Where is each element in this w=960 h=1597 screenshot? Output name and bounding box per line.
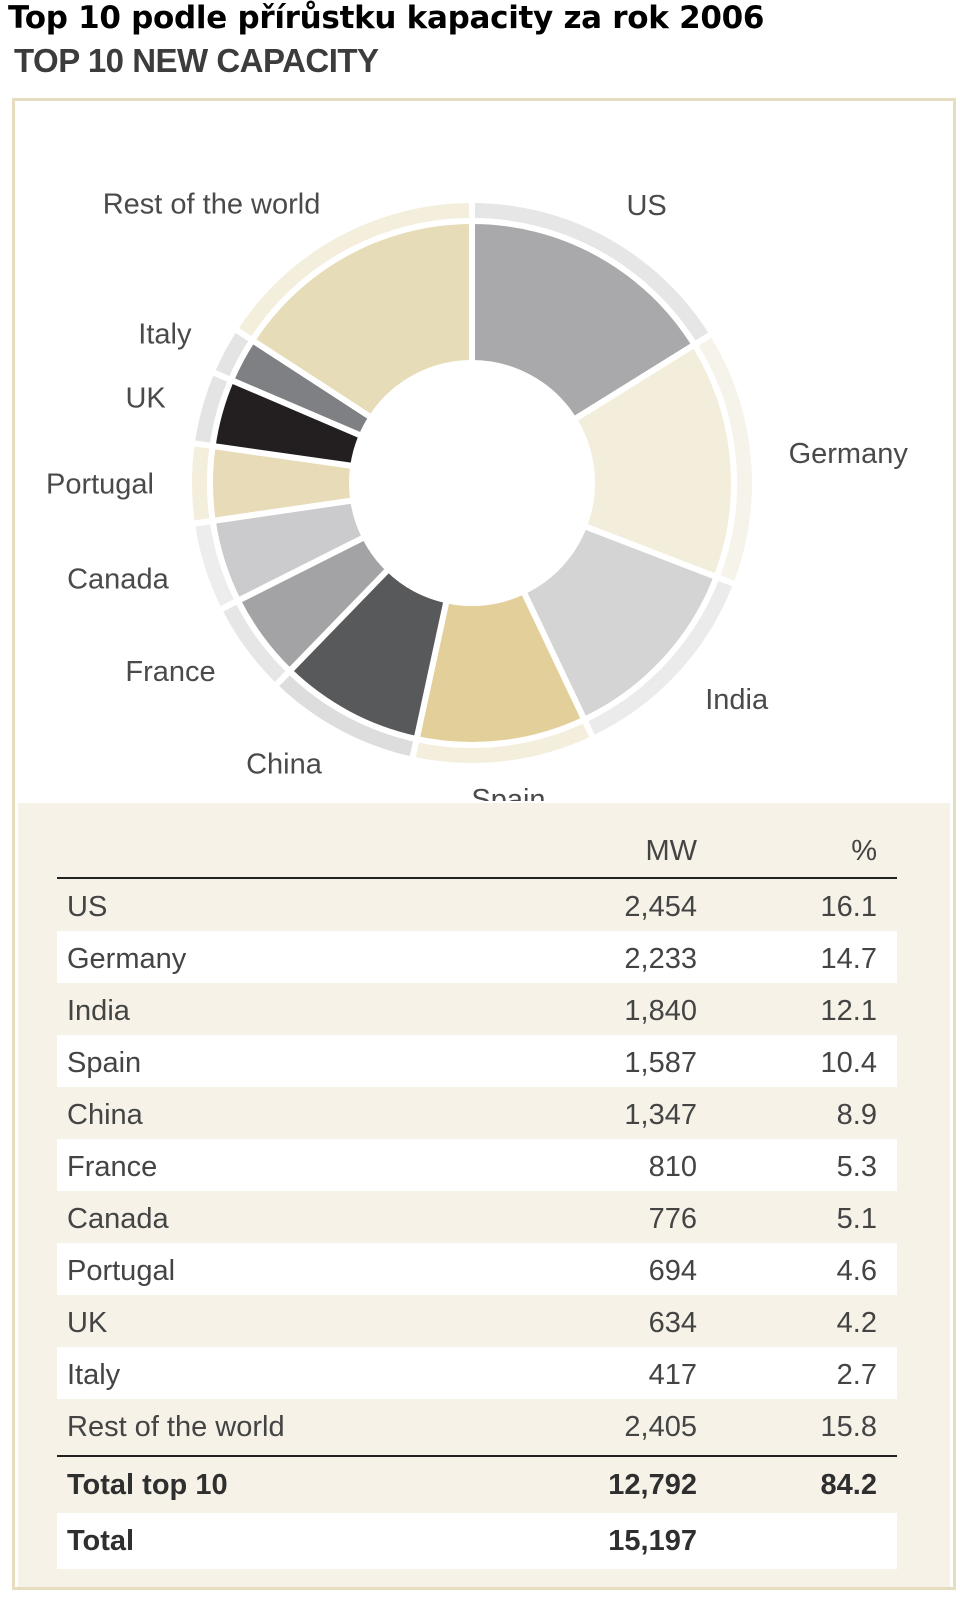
table-row: Italy 417 2.7 [57,1347,897,1399]
table-row: US 2,454 16.1 [57,879,897,931]
cell-mw: 2,405 [624,1411,697,1443]
total-top10-mw: 12,792 [608,1469,697,1501]
cell-mw: 1,840 [624,995,697,1027]
cell-pct: 5.1 [836,1203,877,1235]
table-row: Rest of the world 2,405 15.8 [57,1399,897,1451]
header-pct: % [851,835,877,867]
cell-name: Portugal [67,1255,176,1287]
label-uk: UK [125,382,166,414]
cell-pct: 4.6 [836,1255,877,1287]
totals-divider [57,1455,897,1457]
slice-rest-of-the-world [248,217,475,422]
cell-mw: 776 [648,1203,697,1235]
cell-pct: 16.1 [820,891,877,923]
label-rest-of-the-world: Rest of the world [103,188,321,220]
table-header: MW % [57,811,897,879]
table-row: UK 634 4.2 [57,1295,897,1347]
cell-name: UK [67,1307,108,1339]
label-italy: Italy [138,318,192,350]
label-germany: Germany [789,438,909,470]
table-row: Portugal 694 4.6 [57,1243,897,1295]
cell-mw: 417 [648,1359,697,1391]
header-mw: MW [645,835,697,867]
cell-pct: 14.7 [820,943,877,975]
cell-name: Rest of the world [67,1411,285,1443]
label-us: US [626,190,666,222]
cell-mw: 1,587 [624,1047,697,1079]
cell-name: US [67,891,108,923]
cell-name: India [67,995,130,1027]
capacity-table: MW % US 2,454 16.1 Germany 2,233 14.7 India 1,8… [57,811,897,1569]
table-row: Spain 1,587 10.4 [57,1035,897,1087]
cell-mw: 2,454 [624,891,697,923]
total-mw: 15,197 [608,1525,697,1557]
total-label: Total [67,1525,135,1557]
table-row: China 1,347 8.9 [57,1087,897,1139]
label-canada: Canada [67,564,169,596]
label-spain: Spain [471,784,545,801]
cell-pct: 10.4 [820,1047,877,1079]
label-india: India [705,684,769,716]
cell-name: Canada [67,1203,169,1235]
total-top10-row: Total top 10 12,792 84.2 [57,1457,897,1513]
cell-name: France [67,1151,158,1183]
label-portugal: Portugal [46,468,154,500]
cell-pct: 5.3 [836,1151,877,1183]
slide-title: Top 10 podle přírůstku kapacity za rok 2… [8,0,765,36]
cell-pct: 12.1 [820,995,877,1027]
table-row: France 810 5.3 [57,1139,897,1191]
total-top10-pct: 84.2 [820,1469,877,1501]
cell-mw: 694 [648,1255,697,1287]
slice-germany [569,340,737,581]
slice-us [469,217,699,424]
chart-title: TOP 10 NEW CAPACITY [14,42,379,79]
cell-name: Spain [67,1047,142,1079]
chart-panel: US Germany India Spain China France Canada Port… [12,98,956,1590]
cell-name: Italy [67,1359,121,1391]
cell-mw: 810 [648,1151,697,1183]
cell-mw: 2,233 [624,943,697,975]
cell-mw: 1,347 [624,1099,697,1131]
table-row: Canada 776 5.1 [57,1191,897,1243]
cell-name: China [67,1099,143,1131]
label-china: China [246,748,323,780]
cell-pct: 15.8 [820,1411,877,1443]
cell-name: Germany [67,943,187,975]
table-row: India 1,840 12.1 [57,983,897,1035]
table-row: Germany 2,233 14.7 [57,931,897,983]
total-row: Total 15,197 [57,1513,897,1569]
cell-pct: 4.2 [836,1307,877,1339]
table-body: US 2,454 16.1 Germany 2,233 14.7 India 1,840 12.… [57,879,897,1451]
cell-pct: 8.9 [836,1099,877,1131]
total-top10-label: Total top 10 [67,1469,228,1501]
label-france: France [125,656,215,688]
donut-chart: US Germany India Spain China France Canada Port… [46,188,909,801]
cell-mw: 634 [648,1307,697,1339]
cell-pct: 2.7 [836,1359,877,1391]
